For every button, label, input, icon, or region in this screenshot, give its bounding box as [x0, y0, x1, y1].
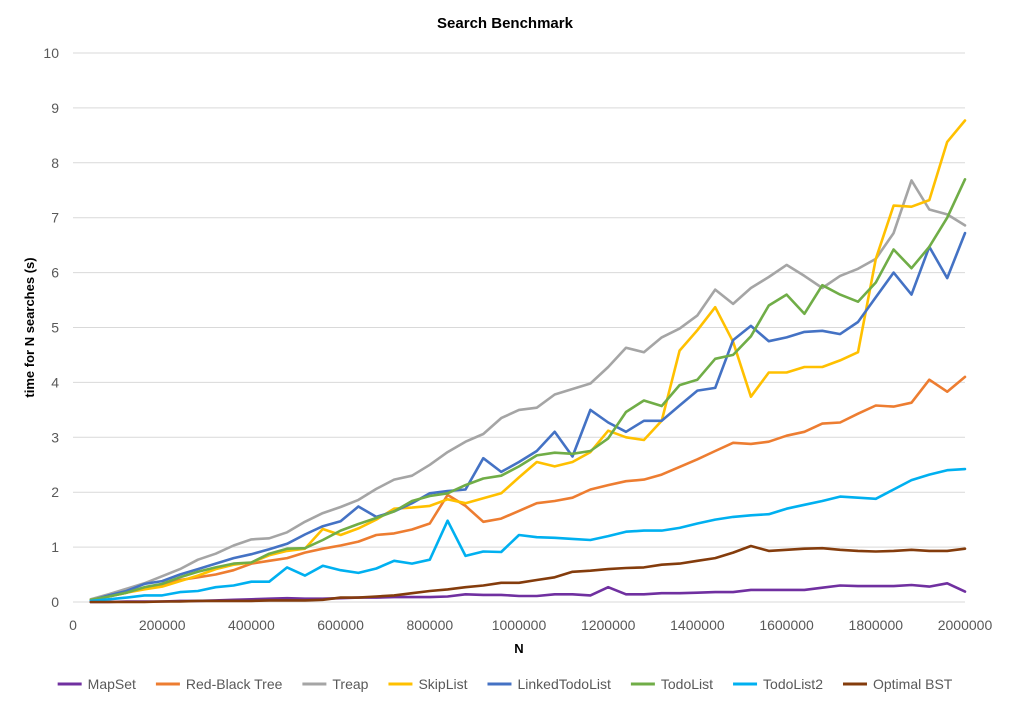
series-line-todolist: [89, 178, 967, 602]
x-tick-label: 600000: [317, 617, 364, 633]
legend-label-treap: Treap: [332, 676, 368, 692]
series-line-linkedtodolist: [89, 231, 967, 602]
x-tick-label: 2000000: [938, 617, 993, 633]
y-tick-label: 0: [51, 594, 59, 610]
legend-label-linkedtodolist: LinkedTodoList: [517, 676, 611, 692]
y-axis-ticks: 0 1 2 3 4 5 6 7 8 9 10: [43, 45, 59, 610]
x-tick-label: 1200000: [581, 617, 636, 633]
legend: MapSet Red-Black Tree Treap SkipList LinkedT…: [57, 676, 953, 692]
series-lines: [89, 119, 967, 604]
y-tick-label: 9: [51, 100, 59, 116]
y-tick-label: 3: [51, 429, 59, 445]
y-axis-title: time for N searches (s): [22, 257, 37, 397]
x-tick-label: 200000: [139, 617, 186, 633]
series-line-optimal-bst: [89, 544, 967, 604]
legend-label-skiplist: SkipList: [418, 676, 467, 692]
legend-label-todolist: TodoList: [661, 676, 713, 692]
x-tick-label: 1400000: [670, 617, 725, 633]
legend-label-mapset: MapSet: [88, 676, 136, 692]
chart-title: Search Benchmark: [437, 15, 574, 32]
x-tick-label: 1800000: [849, 617, 904, 633]
series-line-skiplist: [89, 119, 967, 602]
legend-label-optimal-bst: Optimal BST: [873, 676, 953, 692]
y-tick-label: 6: [51, 265, 59, 281]
y-tick-label: 7: [51, 210, 59, 226]
series-line-treap: [89, 179, 967, 601]
y-tick-label: 4: [51, 374, 59, 390]
x-tick-label: 0: [69, 617, 77, 633]
y-tick-label: 1: [51, 539, 59, 555]
x-tick-label: 1000000: [492, 617, 547, 633]
x-tick-label: 800000: [406, 617, 453, 633]
gridlines: [73, 52, 965, 603]
x-axis-title: N: [514, 641, 523, 656]
series-line-todolist2: [89, 467, 967, 603]
legend-label-todolist2: TodoList2: [763, 676, 823, 692]
x-tick-label: 400000: [228, 617, 275, 633]
y-tick-label: 8: [51, 155, 59, 171]
series-line-red-black-tree: [89, 375, 967, 602]
x-axis-ticks: 0 200000 400000 600000 800000 1000000 1200000 1…: [69, 617, 992, 633]
legend-label-red-black-tree: Red-Black Tree: [186, 676, 283, 692]
x-tick-label: 1600000: [759, 617, 814, 633]
y-tick-label: 5: [51, 320, 59, 336]
y-tick-label: 10: [43, 45, 59, 61]
y-tick-label: 2: [51, 484, 59, 500]
